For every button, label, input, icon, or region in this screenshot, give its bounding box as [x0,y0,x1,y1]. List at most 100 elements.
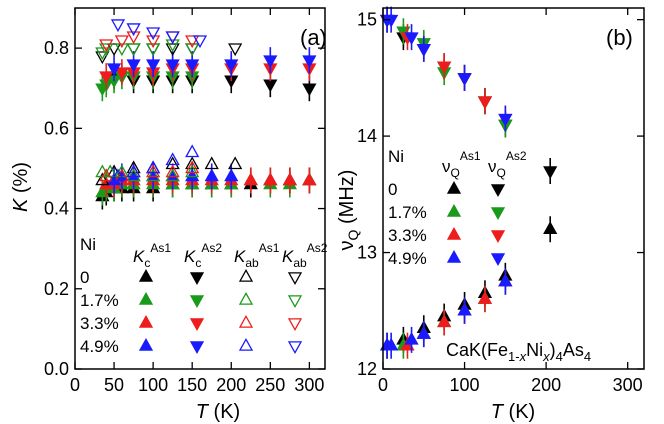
panel-a-data-point [224,59,239,73]
panel-b-ticks: 0 100 200 300 12 13 14 15 [357,8,644,395]
legend-b-row-label-0: 0 [388,180,397,199]
panel-a-data-point [165,31,180,45]
legend-marker [490,253,506,267]
legend-marker [446,226,462,240]
panel-a-data-point [204,168,219,182]
panel-a-data-point [165,168,180,182]
panel-b-x-axis-label: T (K) [491,401,535,423]
panel-a-data-point [126,23,141,37]
panel-a-data-point [165,59,180,73]
legend-marker [287,341,303,355]
panel-a-xtick-label: 100 [138,375,168,395]
panel-a-data-point [185,168,200,182]
panel-a-data-point [99,168,114,182]
panel-a-data-point [99,71,114,85]
panel-b-data-point [437,61,452,75]
panel-a-xtick-label: 200 [216,375,246,395]
panel-a-data-point [106,63,122,77]
panel-a-data-point [204,156,219,170]
legend-marker [238,268,254,282]
panel-a-data-point [185,156,200,170]
panel-b-data-point [416,326,431,339]
panel-a-data-point [185,164,200,178]
legend-marker [238,337,254,351]
panel-a-xtick-label: 150 [177,375,207,395]
panel-a-data-point [165,164,180,178]
legend-marker [287,318,303,332]
panel-a-legend-markers [138,268,303,355]
panel-b-data-point [543,221,558,235]
panel-a-data-point [114,35,129,49]
legend-marker [138,291,154,305]
panel-a-data-marks [95,19,317,210]
panel-b-ytick-label: 15 [357,10,377,30]
panel-a-data-point [302,83,317,97]
panel-b-data-point [477,291,493,304]
legend-row-label-0: 0 [80,268,89,287]
legend-marker [287,295,303,309]
panel-a-data-point [192,35,208,49]
panel-a-data-point [302,172,317,186]
legend-marker [189,272,205,286]
panel-a-label: (a) [300,25,327,50]
panel-a-data-point [263,79,278,93]
legend-marker [490,184,506,198]
panel-a-x-axis-label: T (K) [196,401,240,423]
panel-a-data-point [228,43,243,57]
panel-b-frame [382,7,645,370]
panel-b-xtick-label: 100 [450,375,480,395]
panel-a-data-point [146,27,161,41]
legend-marker [490,230,506,244]
panel-a-data-point [185,160,200,174]
legend-marker [238,314,254,328]
legend-marker [446,180,462,194]
panel-b: 0 100 200 300 12 13 14 15 (b) T (K) νQ (MHz) Ca… [336,6,645,423]
panel-b-y-axis-label: νQ (MHz) [336,170,361,251]
panel-a-data-point [126,168,141,182]
panel-a-data-point [146,35,161,49]
panel-a-data-point [126,59,141,73]
panel-b-legend-markers [446,180,506,267]
panel-a-data-point [165,39,180,53]
panel-b-ytick-label: 14 [357,126,377,146]
panel-a-data-point [185,35,200,49]
legend-col-kab-as2: KabAs2 [282,241,328,270]
panel-a-data-point [165,31,180,45]
panel-a-xtick-label: 50 [104,375,124,395]
panel-a-data-point [185,43,200,57]
panel-b-data-marks [379,6,558,359]
panel-a-data-point [114,43,129,57]
legend-marker [189,318,205,332]
legend-marker [490,207,506,221]
legend-marker [446,203,462,217]
panel-b-data-point [498,273,513,287]
panel-a-xtick-label: 300 [294,375,324,395]
legend-b-row-label-1: 1.7% [388,203,427,222]
panel-a-data-point [165,152,180,166]
legend-col-nuq-as1: νQAs1 [442,149,481,180]
panel-a-xtick-label: 250 [255,375,285,395]
panel-a-frame [74,7,326,370]
panel-b-data-point [404,331,419,345]
panel-a-data-point [228,156,243,170]
panel-b-data-point [437,314,452,328]
panel-b-data-point [416,44,431,57]
panel-a-data-point [95,51,110,65]
legend-col-kc-as2: KcAs2 [184,241,222,270]
panel-a-data-point [302,55,317,69]
legend-marker [287,272,303,286]
panel-a-data-point [282,172,297,186]
legend-marker [138,314,154,328]
panel-b-data-point [477,96,493,110]
panel-a-ytick-label: 0.4 [44,199,69,219]
panel-b-xtick-label: 300 [613,375,643,395]
panel-a-data-point [146,168,161,182]
panel-a-legend: Ni KcAs1 KcAs2 KabAs1 KabAs2 0 1.7% 3.3%… [80,235,328,356]
panel-a-data-point [263,172,278,186]
panel-b-ytick-label: 12 [357,359,377,379]
panel-b-ytick-label: 13 [357,243,377,263]
panel-a-data-point [126,164,141,178]
panel-b-legend-header: Ni [388,147,404,166]
panel-a-data-point [146,43,161,57]
panel-a-data-point [126,168,141,182]
